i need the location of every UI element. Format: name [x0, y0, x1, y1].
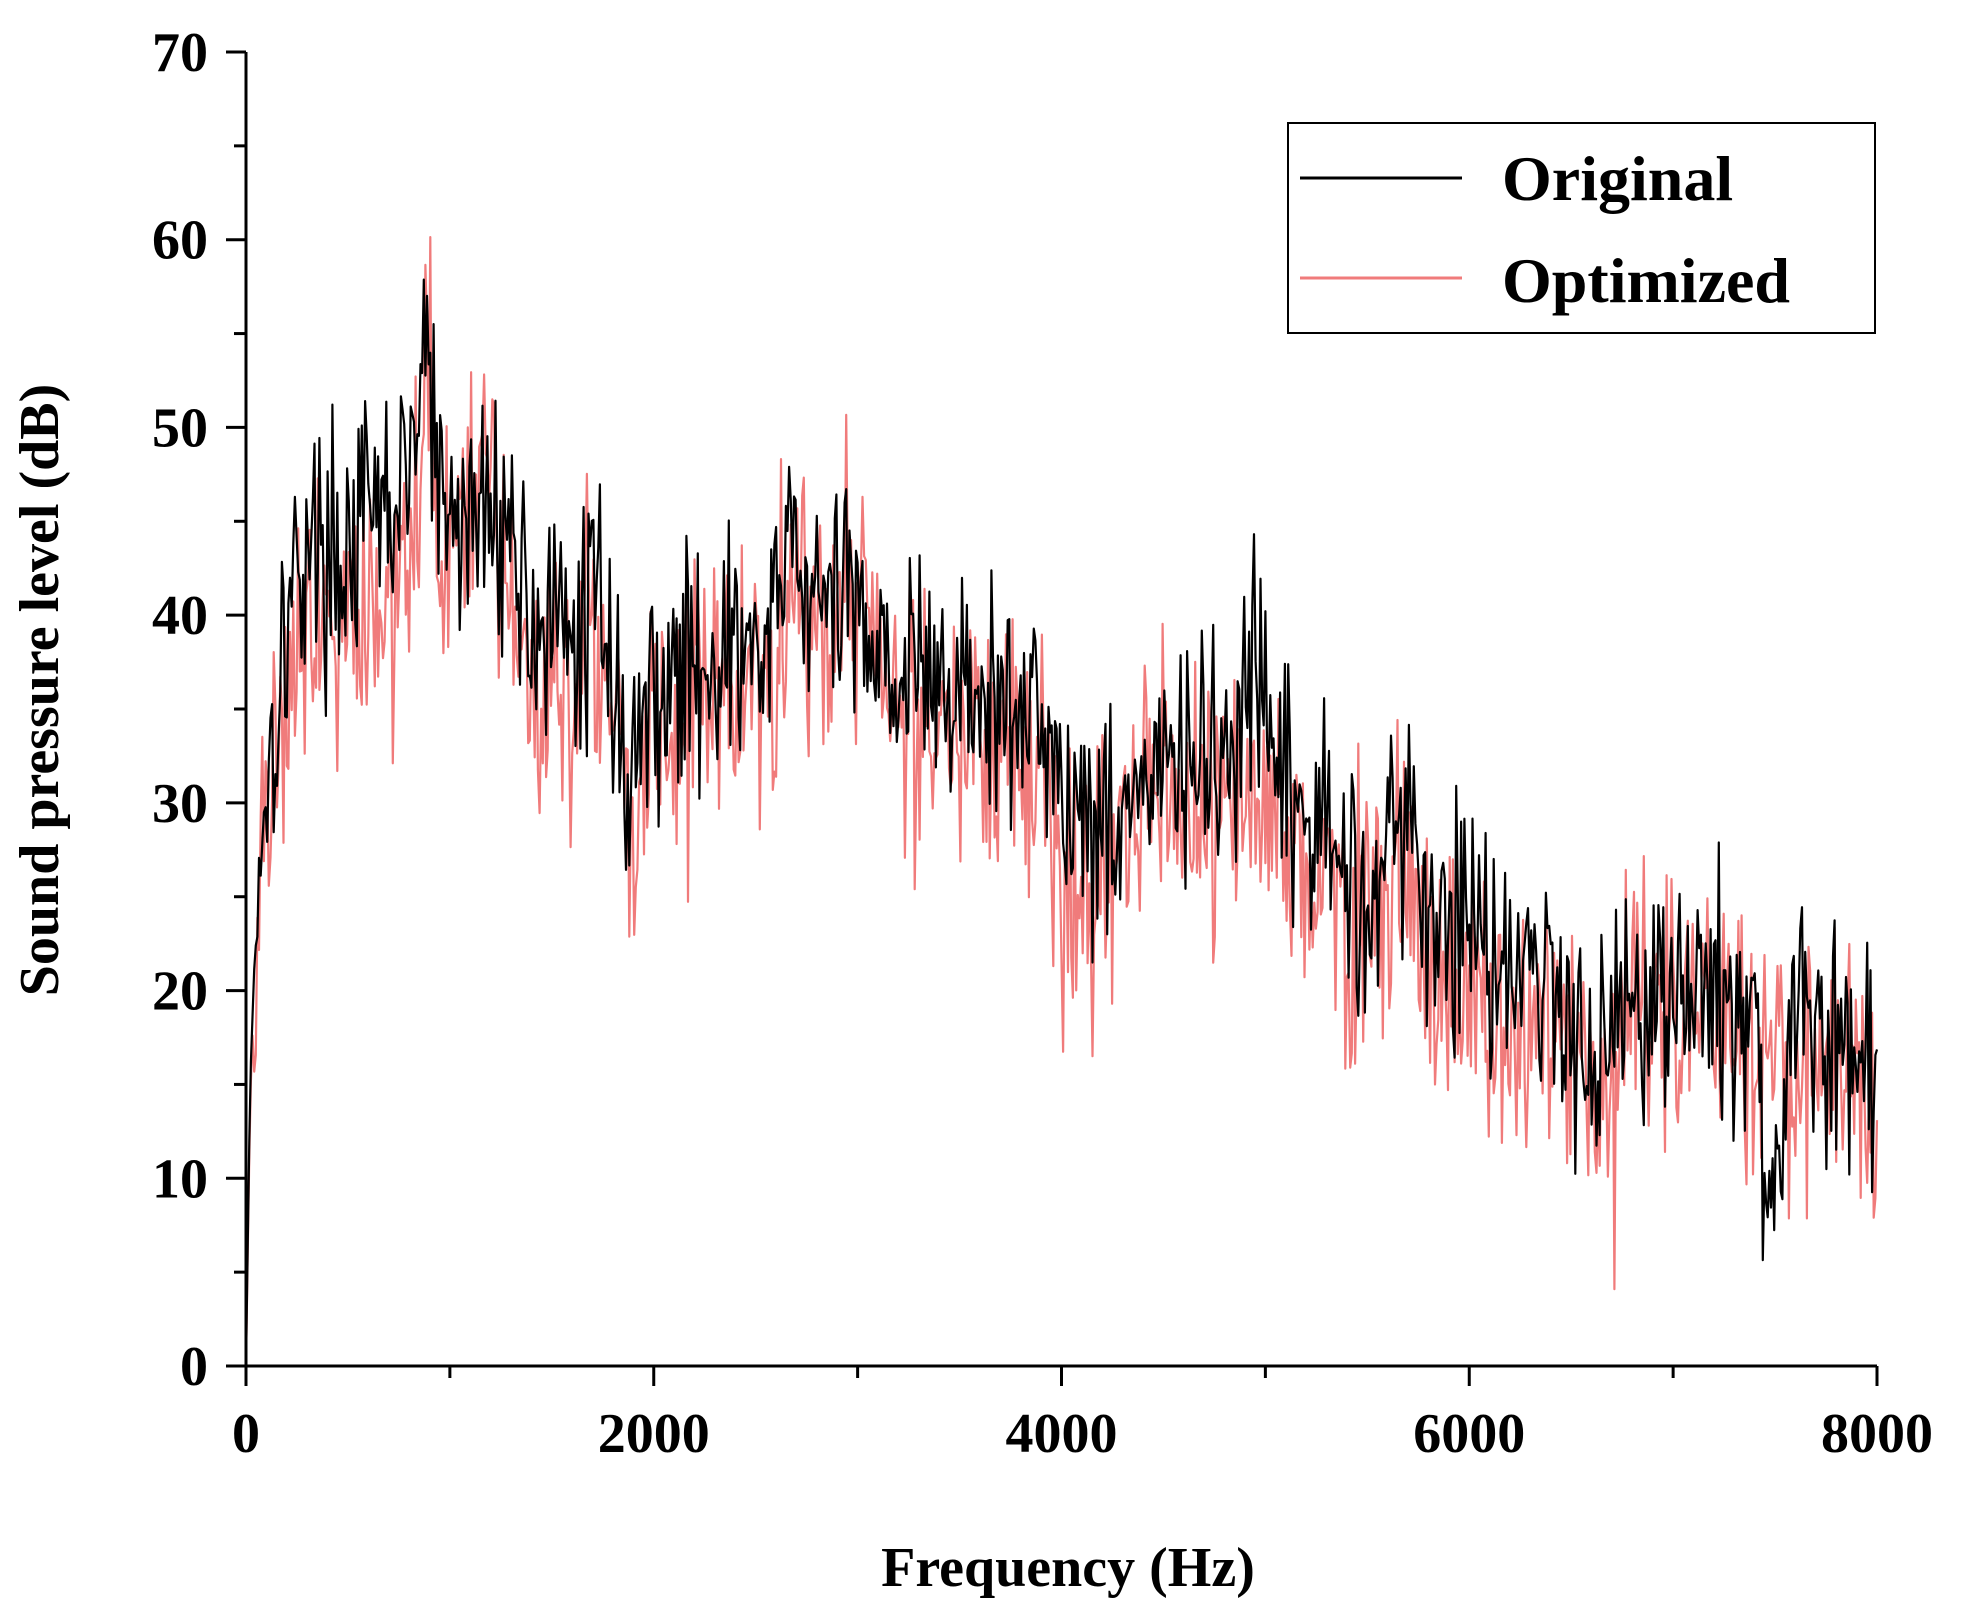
legend-label-optimized: Optimized [1502, 245, 1790, 316]
x-tick-label: 0 [232, 1403, 260, 1465]
y-tick-label: 20 [152, 961, 208, 1023]
x-tick-label: 8000 [1821, 1403, 1933, 1465]
y-axis: 0 10 20 30 40 50 60 70 [152, 22, 248, 1398]
y-tick-label: 40 [152, 585, 208, 647]
y-tick-label: 50 [152, 397, 208, 459]
x-axis-title: Frequency (Hz) [881, 1537, 1255, 1599]
x-tick-label: 4000 [1006, 1403, 1118, 1465]
y-tick-label: 60 [152, 210, 208, 272]
y-tick-label: 30 [152, 773, 208, 835]
legend-box [1287, 122, 1876, 334]
y-axis-title: Sound pressure level (dB) [9, 384, 71, 996]
x-tick-label: 2000 [598, 1403, 710, 1465]
x-axis: 0 2000 4000 6000 8000 [232, 1364, 1933, 1465]
x-tick-label: 6000 [1413, 1403, 1525, 1465]
y-tick-label: 70 [152, 22, 208, 84]
series-line-original [244, 278, 1879, 1367]
y-tick-label: 0 [180, 1336, 208, 1398]
legend: Original Optimized [1287, 122, 1876, 334]
legend-label-original: Original [1502, 143, 1733, 214]
y-tick-label: 10 [152, 1148, 208, 1210]
plot-series [244, 236, 1879, 1367]
